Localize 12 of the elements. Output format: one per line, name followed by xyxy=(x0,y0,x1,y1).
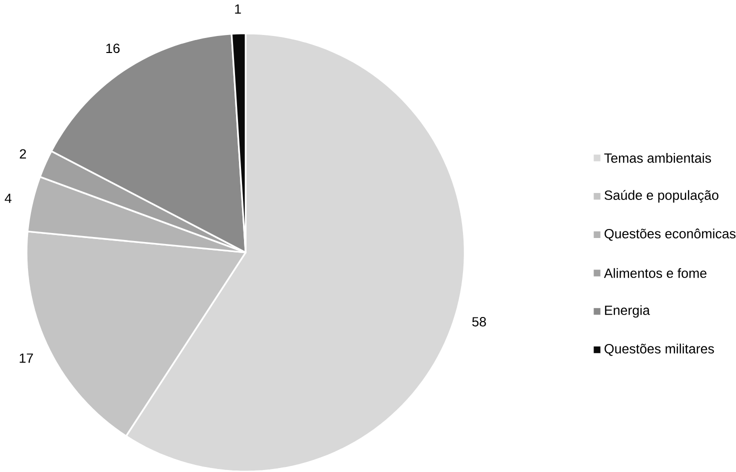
legend-label: Temas ambientais xyxy=(604,152,712,163)
legend-label: Saúde e população xyxy=(604,190,718,202)
data-label: 4 xyxy=(4,194,12,203)
legend-label: Questões econômicas xyxy=(604,228,736,241)
data-label: 58 xyxy=(472,316,486,326)
legend-label: Alimentos e fome xyxy=(604,268,706,278)
data-label: 17 xyxy=(20,353,33,363)
legend-label: Energia xyxy=(605,305,650,318)
data-label: 16 xyxy=(106,43,120,53)
data-label: 1 xyxy=(235,4,241,14)
legend-label: Questões militares xyxy=(604,344,714,356)
data-label: 2 xyxy=(20,149,26,158)
